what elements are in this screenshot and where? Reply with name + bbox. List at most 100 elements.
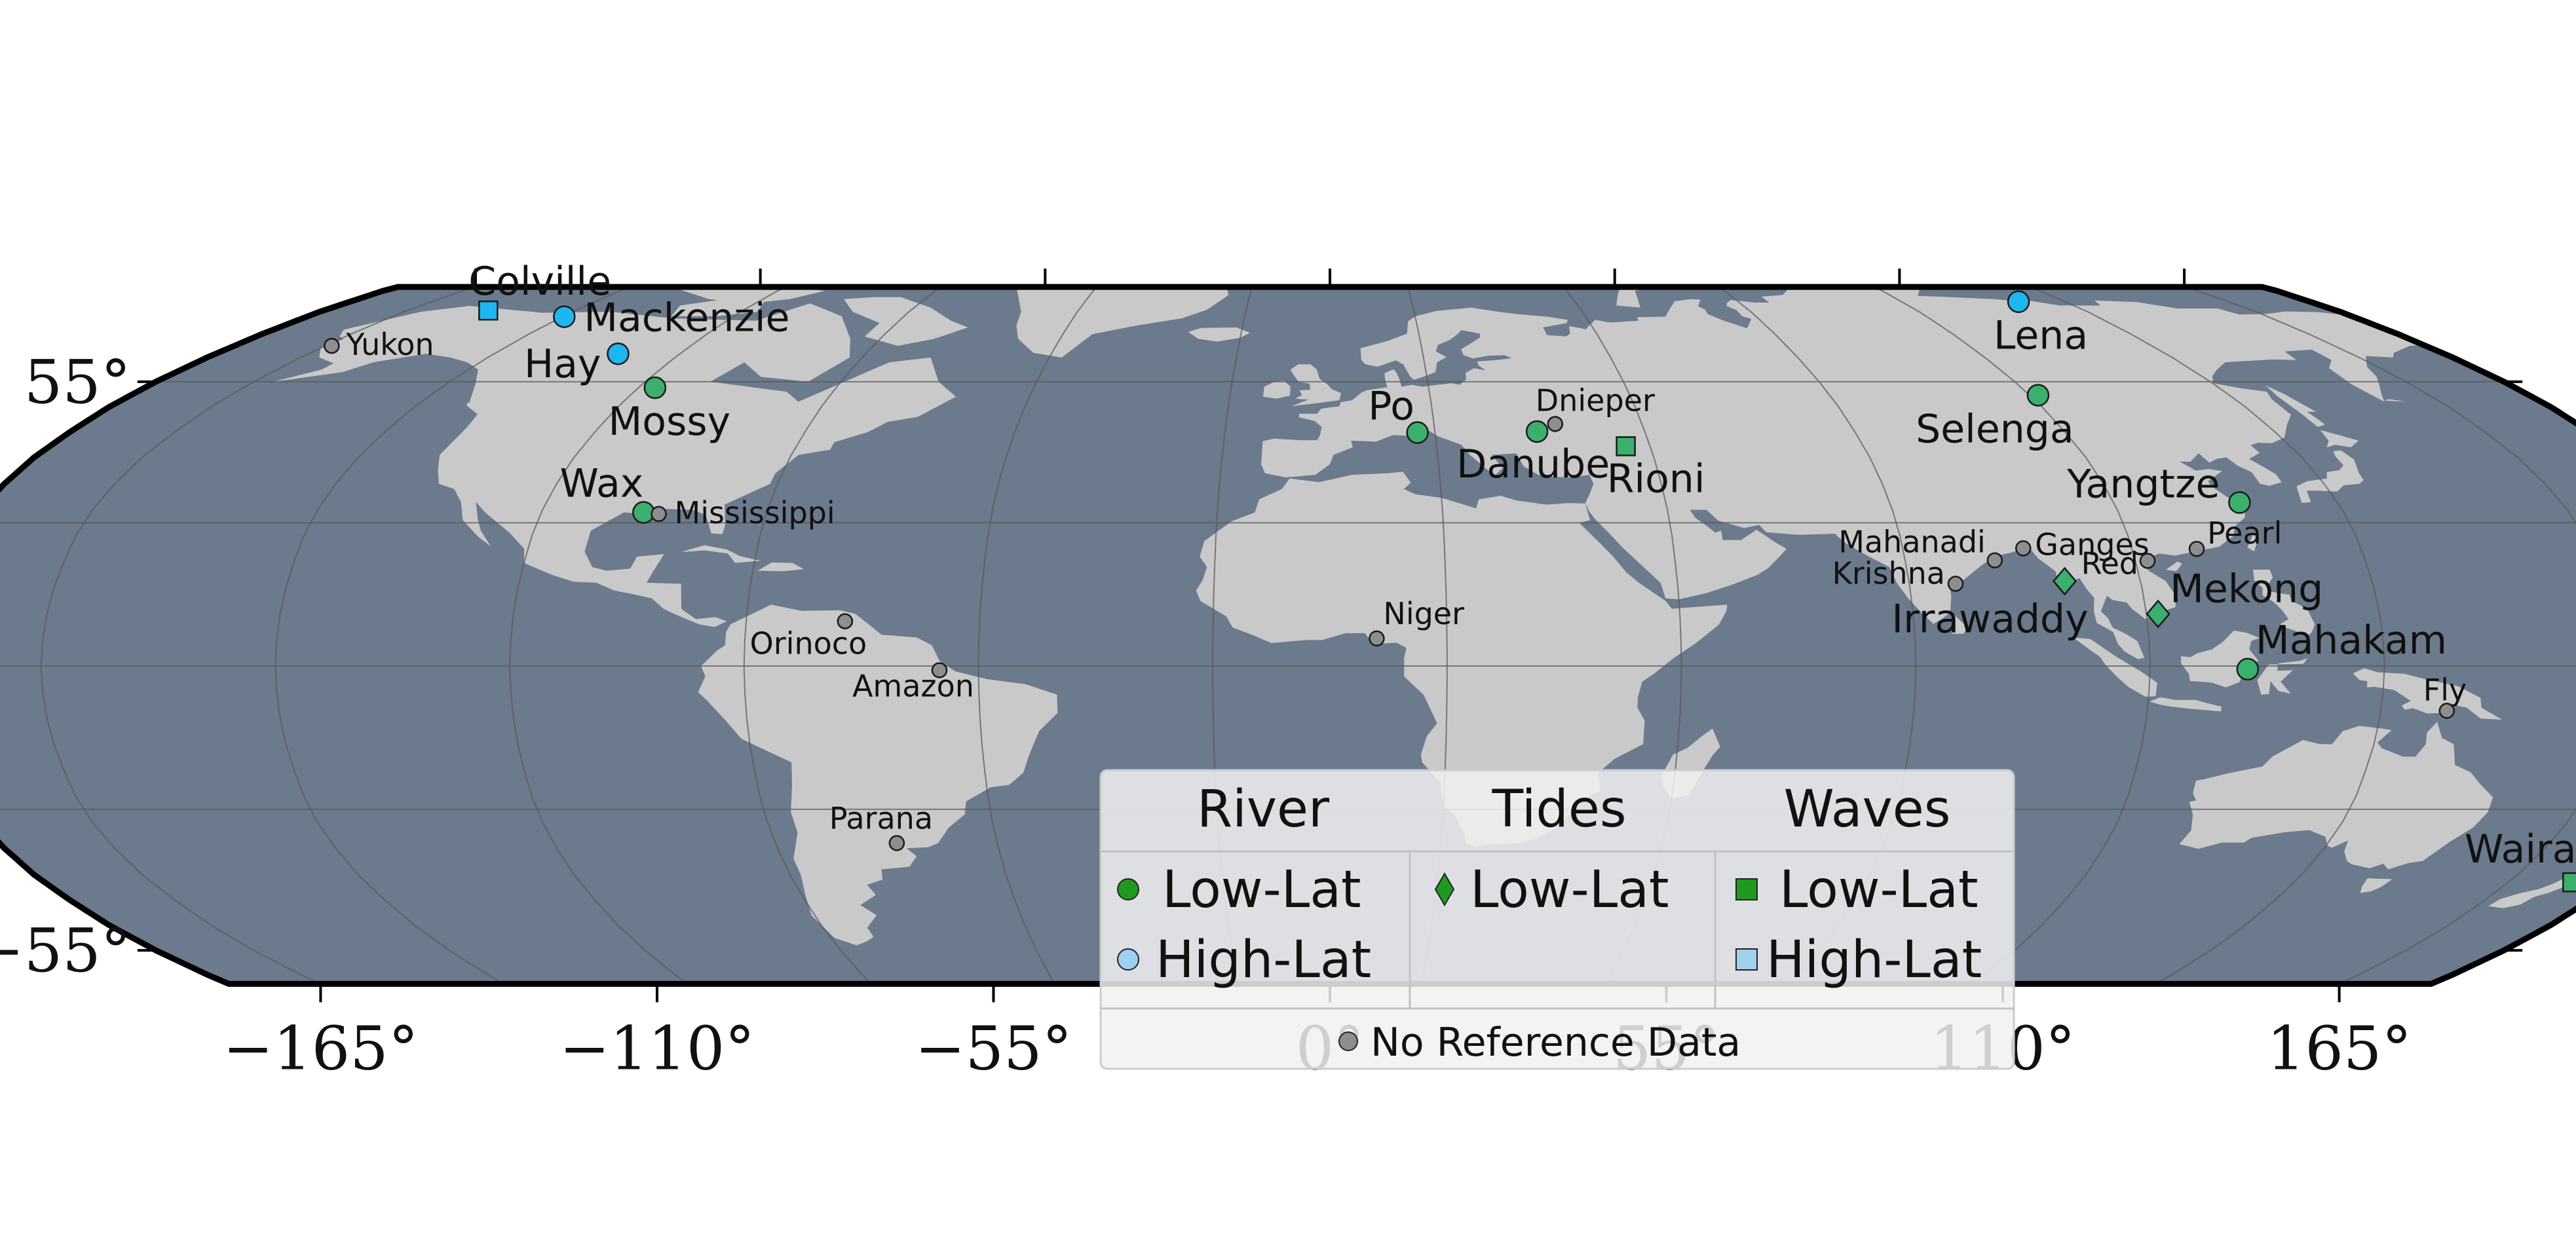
river-marker-selenga (2026, 384, 2050, 407)
river-label-krishna: Krishna (1832, 555, 1945, 591)
land-baffin (844, 297, 968, 346)
graticule-meridian (508, 287, 787, 984)
lon-tick-label: −55° (915, 1013, 1072, 1083)
river-label-niger: Niger (1383, 596, 1464, 631)
river-marker-orinoco (837, 613, 854, 629)
river-marker-mahakam (2236, 658, 2260, 681)
land-south-america (698, 604, 1058, 946)
legend-river-high-label: High-Lat (1156, 931, 1371, 990)
legend-river-high-marker (1117, 948, 1139, 971)
land-eurasia (1261, 287, 2423, 659)
land-sulawesi (2257, 658, 2308, 695)
river-marker-wairau (2562, 872, 2576, 893)
graticule-meridian (2028, 287, 2385, 984)
river-label-mahakam: Mahakam (2256, 618, 2447, 663)
river-marker-mekong (2146, 599, 2170, 629)
river-label-hay: Hay (524, 341, 601, 387)
land-hainan (2166, 561, 2182, 572)
legend-river-low-marker (1117, 878, 1139, 900)
river-marker-niger (1369, 630, 1385, 647)
river-marker-parana (888, 835, 905, 851)
river-marker-yukon (324, 337, 340, 354)
river-label-mekong: Mekong (2170, 566, 2323, 612)
land-nz-south (2488, 877, 2575, 908)
land-tasmania (2360, 878, 2393, 893)
legend: River Tides Waves Low-Lat High-Lat Low-L… (1099, 769, 2015, 1070)
land-australia (2179, 722, 2493, 870)
graticule-meridian (1873, 287, 2151, 984)
river-marker-mackenzie (553, 305, 576, 328)
land-britain (1290, 364, 1342, 407)
lon-tick-label: −110° (559, 1013, 755, 1083)
lat-tick-label: −55° (0, 916, 131, 986)
river-label-rioni: Rioni (1607, 456, 1705, 502)
land-ireland (1263, 380, 1291, 399)
river-label-dnieper: Dnieper (1536, 382, 1655, 418)
river-marker-rioni (1616, 436, 1636, 456)
river-label-colville: Colville (468, 259, 611, 305)
land-java (2150, 697, 2222, 712)
river-label-po: Po (1368, 384, 1414, 430)
axis-ticks (137, 269, 2523, 1003)
river-marker-mahanadi (1986, 552, 2003, 568)
land-kamchatka-tip (2385, 399, 2407, 402)
river-marker-krishna (1947, 576, 1964, 592)
land-novaya-zemlya (1616, 287, 1651, 308)
river-marker-dnieper (1547, 416, 1564, 432)
river-marker-ganges (2015, 540, 2032, 557)
legend-box (1099, 769, 2015, 1070)
land-sumatra (2073, 637, 2157, 697)
land-taiwan (2247, 534, 2258, 552)
river-marker-mississippi (651, 506, 667, 523)
river-label-danube: Danube (1456, 441, 1610, 487)
river-marker-po (1406, 421, 1429, 444)
river-label-ganges: Ganges (2035, 527, 2149, 562)
legend-header-waves: Waves (1784, 780, 1951, 839)
river-label-lena: Lena (1994, 313, 2088, 359)
legend-waves-high-marker (1735, 948, 1758, 971)
river-label-amazon: Amazon (852, 668, 974, 703)
river-label-mahanadi: Mahanadi (1838, 525, 1986, 560)
land-hispaniola (757, 562, 805, 572)
river-label-pearl: Pearl (2207, 515, 2282, 551)
river-label-wairau: Wairau (2465, 826, 2576, 872)
river-marker-amazon (931, 662, 948, 678)
land-greenland (952, 287, 1229, 358)
land-arctic-islands (677, 287, 825, 304)
river-label-red: Red (2081, 546, 2138, 581)
river-marker-red (2139, 553, 2156, 569)
river-label-selenga: Selenga (1916, 406, 2074, 452)
legend-waves-high-label: High-Lat (1766, 931, 1982, 990)
land-vancouver (466, 402, 485, 415)
river-marker-irrawaddy (2052, 566, 2077, 596)
land-cuba (681, 545, 761, 563)
lat-tick-label: 55° (24, 347, 131, 417)
river-marker-colville (478, 300, 499, 321)
land-iceland (1188, 327, 1251, 342)
land-philippines (2252, 569, 2315, 637)
graticule-meridian (40, 287, 476, 984)
river-label-mackenzie: Mackenzie (584, 295, 789, 341)
land-hokkaido (2320, 430, 2358, 447)
river-marker-hay (607, 342, 630, 365)
river-marker-mossy (643, 376, 667, 399)
legend-river-low-label: Low-Lat (1162, 861, 1361, 919)
river-marker-yangtze (2228, 491, 2251, 514)
graticule-meridian (2184, 287, 2576, 984)
legend-tides-low-label: Low-Lat (1470, 861, 1669, 919)
land-new-guinea (2353, 668, 2503, 720)
lon-tick-label: −165° (223, 1013, 419, 1083)
river-label-mississippi: Mississippi (675, 495, 835, 530)
graticule-meridian (743, 287, 942, 984)
legend-waves-low-marker (1735, 878, 1758, 900)
legend-header-river: River (1197, 780, 1330, 839)
land-sakhalin (2265, 385, 2325, 427)
river-marker-lena (2007, 290, 2030, 313)
land-sri-lanka (1952, 615, 1967, 634)
river-label-fly: Fly (2423, 672, 2467, 707)
river-label-wax: Wax (560, 460, 644, 506)
legend-header-tides: Tides (1491, 780, 1626, 839)
river-label-orinoco: Orinoco (750, 626, 867, 661)
